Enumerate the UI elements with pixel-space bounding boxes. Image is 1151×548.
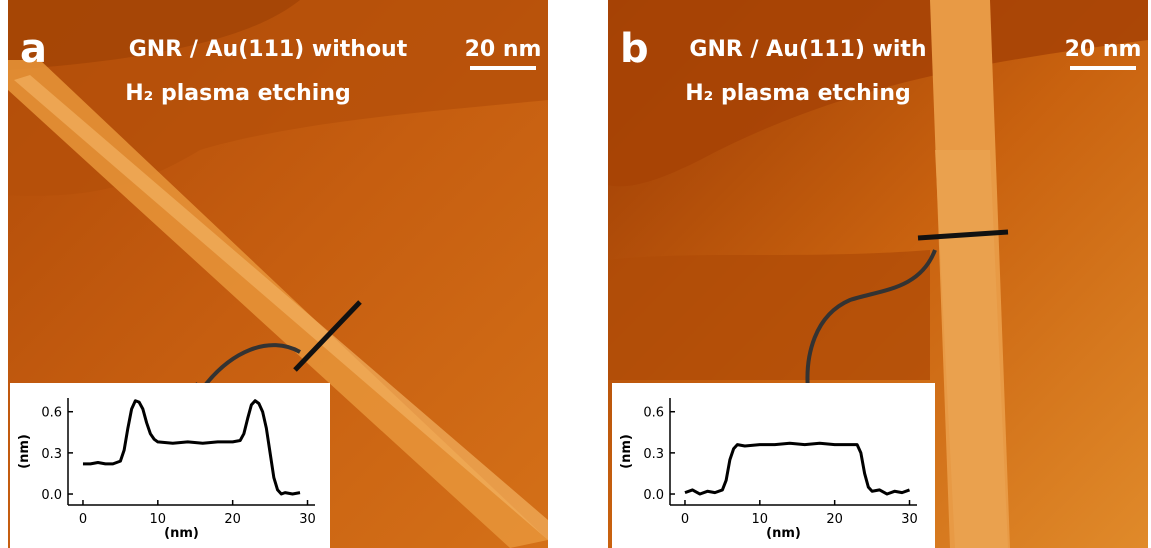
y-tick-label: 0.6 [643, 406, 664, 421]
panel-title: GNR / Au(111) with [689, 37, 926, 62]
panel-title: GNR / Au(111) without [129, 37, 408, 62]
x-tick-label: 0 [79, 512, 87, 527]
x-axis-label: (nm) [766, 526, 801, 541]
scale-bar-label: 20 nm [465, 37, 542, 62]
panel-letter: a [20, 26, 47, 72]
panel-letter: b [620, 26, 649, 72]
figure: a GNR / Au(111) without H₂ plasma etching 2… [0, 0, 1151, 548]
x-tick-label: 20 [826, 512, 843, 527]
x-tick-label: 10 [150, 512, 167, 527]
x-tick-label: 30 [901, 512, 918, 527]
y-tick-label: 0.0 [41, 488, 62, 503]
panel-title: H₂ plasma etching [125, 81, 350, 106]
y-tick-label: 0.6 [41, 406, 62, 421]
y-axis-label: (nm) [619, 434, 634, 469]
x-tick-label: 20 [224, 512, 241, 527]
y-tick-label: 0.3 [643, 447, 664, 462]
x-axis-label: (nm) [164, 526, 199, 541]
y-tick-label: 0.0 [643, 488, 664, 503]
x-tick-label: 0 [681, 512, 689, 527]
x-tick-label: 30 [299, 512, 316, 527]
y-axis-label: (nm) [17, 434, 32, 469]
scale-bar-label: 20 nm [1065, 37, 1142, 62]
x-tick-label: 10 [752, 512, 769, 527]
panel-title: H₂ plasma etching [685, 81, 910, 106]
y-tick-label: 0.3 [41, 447, 62, 462]
